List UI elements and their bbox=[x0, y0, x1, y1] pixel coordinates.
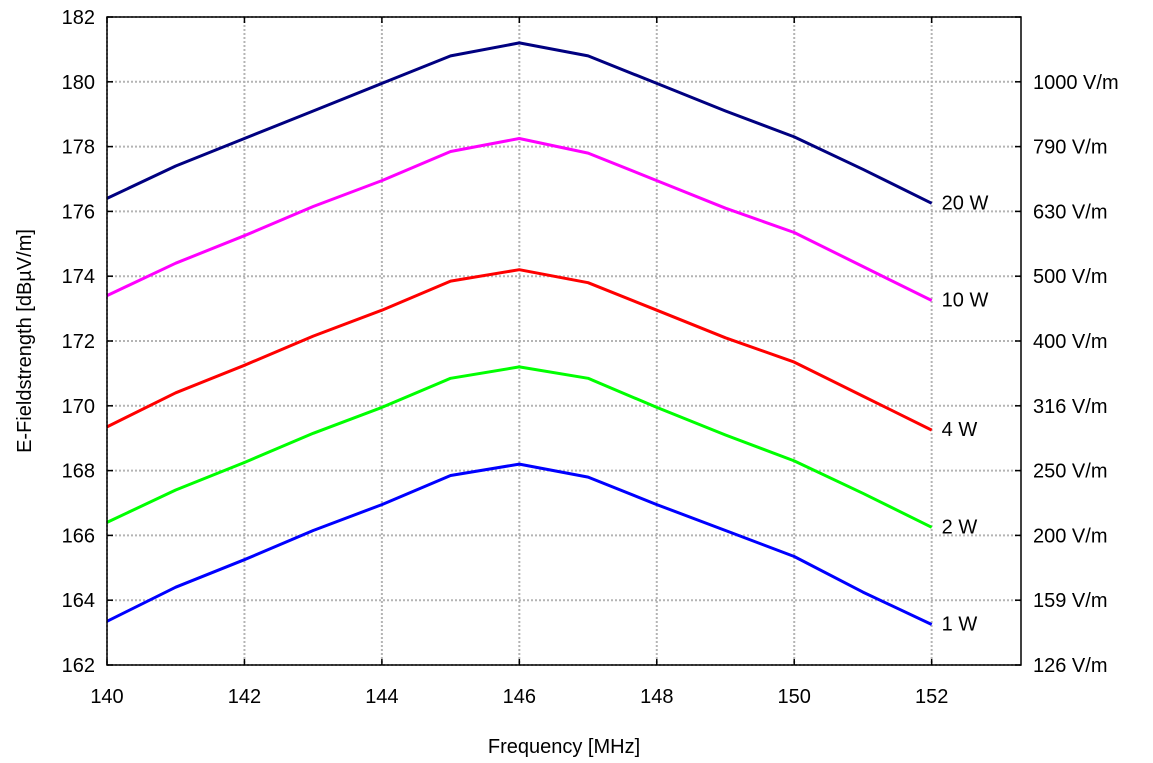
y2-tick-labels: 126 V/m 159 V/m 200 V/m 250 V/m 316 V/m 400 V… bbox=[1033, 72, 1119, 677]
series-label: 4 W bbox=[942, 419, 978, 441]
x-tick-label: 148 bbox=[640, 686, 673, 708]
x-tick-label: 146 bbox=[503, 686, 536, 708]
y-tick-label: 178 bbox=[62, 137, 95, 159]
series-labels: 20 W 10 W 4 W 2 W 1 W bbox=[942, 192, 989, 635]
y2-tick-label: 790 V/m bbox=[1033, 137, 1107, 159]
y-tick-label: 164 bbox=[62, 590, 95, 612]
y2-tick-label: 400 V/m bbox=[1033, 331, 1107, 353]
y2-tick-label: 250 V/m bbox=[1033, 461, 1107, 483]
y-tick-label: 180 bbox=[62, 72, 95, 94]
y2-tick-label: 126 V/m bbox=[1033, 655, 1107, 677]
x-tick-label: 150 bbox=[778, 686, 811, 708]
x-axis-title: Frequency [MHz] bbox=[488, 736, 640, 758]
y-tick-label: 174 bbox=[62, 266, 95, 288]
series-lines bbox=[106, 41, 933, 626]
y2-tick-label: 630 V/m bbox=[1033, 201, 1107, 223]
series-line-2w bbox=[106, 365, 933, 529]
y2-tick-label: 159 V/m bbox=[1033, 590, 1107, 612]
series-line-10w bbox=[106, 137, 933, 302]
x-tick-label: 144 bbox=[365, 686, 398, 708]
y-tick-label: 168 bbox=[62, 461, 95, 483]
y2-tick-label: 500 V/m bbox=[1033, 266, 1107, 288]
y-tick-label: 170 bbox=[62, 396, 95, 418]
y-tick-labels: 162 164 166 168 170 172 174 176 178 180 182 bbox=[62, 7, 95, 677]
y2-tick-label: 1000 V/m bbox=[1033, 72, 1119, 94]
y2-tick-label: 316 V/m bbox=[1033, 396, 1107, 418]
y-tick-label: 162 bbox=[62, 655, 95, 677]
y-tick-label: 172 bbox=[62, 331, 95, 353]
y2-tick-label: 200 V/m bbox=[1033, 525, 1107, 547]
x-tick-label: 140 bbox=[90, 686, 123, 708]
series-label: 2 W bbox=[942, 516, 978, 538]
series-line-1w bbox=[106, 462, 933, 626]
series-label: 10 W bbox=[942, 290, 989, 312]
y-tick-label: 176 bbox=[62, 201, 95, 223]
axis-ticks bbox=[106, 16, 1021, 666]
y-axis-title: E-Fieldstrength [dBµV/m] bbox=[14, 229, 36, 453]
x-tick-label: 142 bbox=[228, 686, 261, 708]
grid bbox=[106, 16, 1021, 666]
series-line-20w bbox=[106, 41, 933, 205]
y-tick-label: 166 bbox=[62, 525, 95, 547]
x-tick-labels: 140 142 144 146 148 150 152 bbox=[90, 686, 948, 708]
series-line-4w bbox=[106, 268, 933, 432]
series-label: 20 W bbox=[942, 192, 989, 214]
series-label: 1 W bbox=[942, 614, 978, 636]
y-tick-label: 182 bbox=[62, 7, 95, 29]
x-tick-label: 152 bbox=[915, 686, 948, 708]
